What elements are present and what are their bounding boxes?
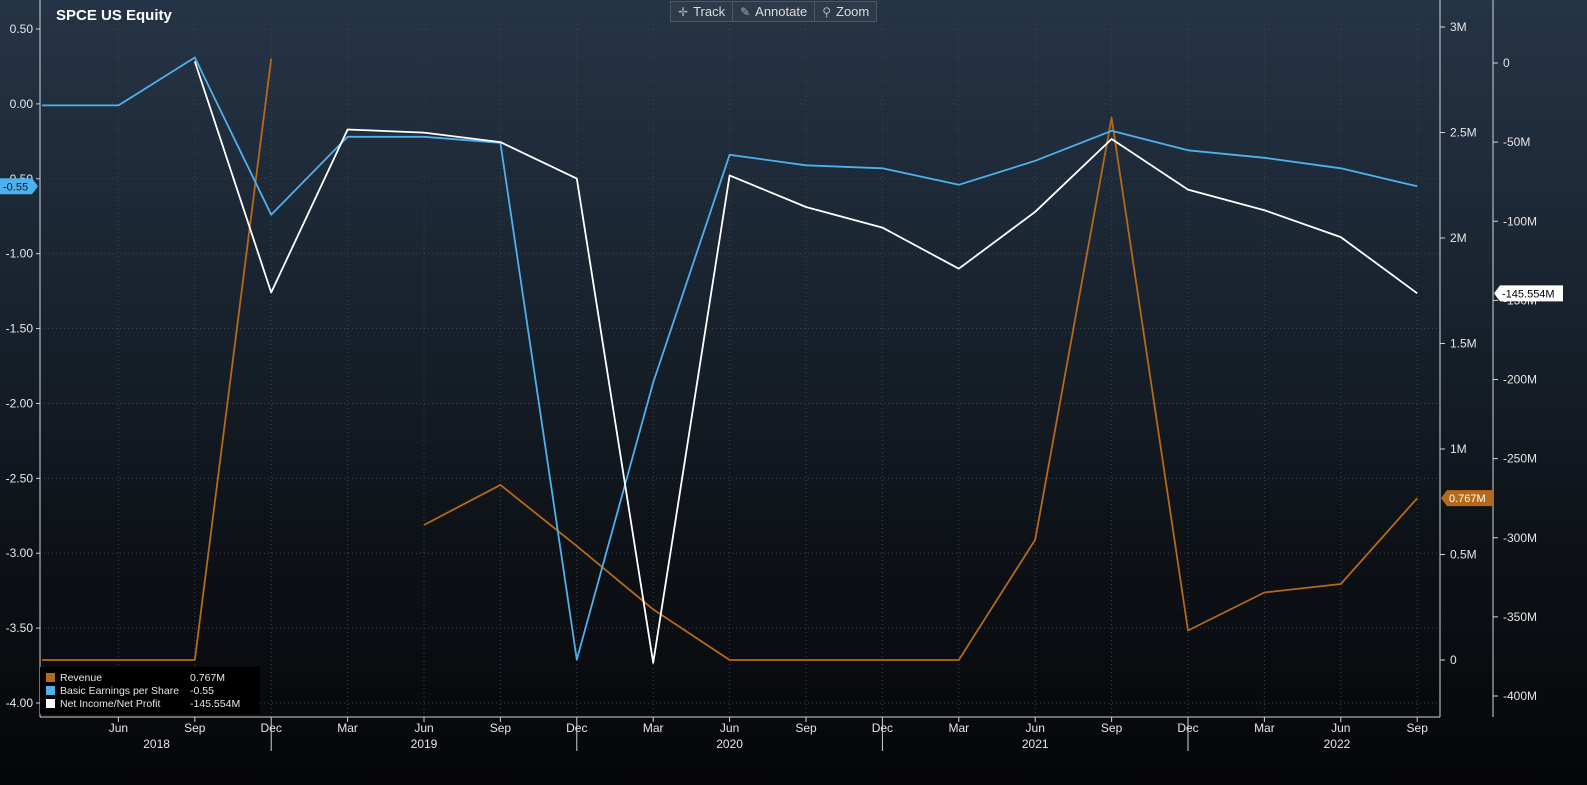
track-button[interactable]: ✛ Track <box>671 2 734 21</box>
x-axis-tick-label: Jun <box>1331 721 1350 735</box>
right-axis-2-tick-label: -100M <box>1503 214 1537 228</box>
x-axis-tick-label: Jun <box>720 721 739 735</box>
right-axis-2-tick-label: -50M <box>1503 135 1530 149</box>
x-axis-tick-label: Mar <box>643 721 664 735</box>
year-label: 2018 <box>143 737 170 751</box>
annotate-label: Annotate <box>755 4 808 19</box>
revenue-last-value-tag <box>1441 490 1493 507</box>
right-axis-1-tick-label: 1M <box>1450 442 1467 456</box>
right-axis-1-tick-label: 0.5M <box>1450 548 1477 562</box>
right-axis-2-tick-label: -350M <box>1503 610 1537 624</box>
legend-name: Net Income/Net Profit <box>60 697 161 710</box>
revenue-line <box>42 58 1418 661</box>
left-axis-tick-label: -2.00 <box>6 396 34 410</box>
left-axis-tick-label: -1.00 <box>6 247 34 261</box>
left-axis-tick-label: -3.50 <box>6 621 34 635</box>
legend-name: Revenue <box>60 671 103 684</box>
eps-last-value-tag <box>0 178 38 195</box>
right-axis-1-tick-label: 2M <box>1450 231 1467 245</box>
x-axis-tick-label: Sep <box>795 721 817 735</box>
legend-swatch-revenue <box>46 673 55 682</box>
legend-name: Basic Earnings per Share <box>60 684 180 697</box>
legend-value: 0.767M <box>190 671 226 684</box>
left-axis-tick-label: -2.50 <box>6 471 34 485</box>
year-label: 2022 <box>1324 737 1351 751</box>
right-axis-2-tick-label: 0 <box>1503 56 1510 70</box>
chart-title: SPCE US Equity <box>56 7 172 24</box>
x-axis-tick-label: Mar <box>948 721 969 735</box>
track-label: Track <box>693 4 726 19</box>
right-axis-2-tick-label: -200M <box>1503 373 1537 387</box>
left-axis-tick-label: -4.00 <box>6 696 34 710</box>
eps-last-value-label: -0.55 <box>3 181 28 193</box>
x-axis-tick-label: Jun <box>109 721 128 735</box>
year-label: 2019 <box>411 737 438 751</box>
legend-item[interactable]: Net Income/Net Profit -145.554M <box>46 697 254 710</box>
x-axis-tick-label: Sep <box>1101 721 1123 735</box>
x-axis-tick-label: Mar <box>1254 721 1275 735</box>
right-axis-2-tick-label: -300M <box>1503 531 1537 545</box>
net-income-last-value-tag <box>1494 285 1563 302</box>
zoom-label: Zoom <box>836 4 870 19</box>
right-axis-1-tick-label: 3M <box>1450 20 1467 34</box>
year-label: 2021 <box>1022 737 1049 751</box>
x-axis-tick-label: Jun <box>1026 721 1045 735</box>
left-axis-tick-label: 0.50 <box>10 22 34 36</box>
right-axis-2-tick-label: -250M <box>1503 452 1537 466</box>
legend-value: -0.55 <box>190 684 214 697</box>
legend-swatch-eps <box>46 686 55 695</box>
pencil-icon: ✎ <box>740 4 751 19</box>
right-axis-1-tick-label: 1.5M <box>1450 337 1477 351</box>
legend-swatch-net-income <box>46 699 55 708</box>
x-axis-tick-label: Sep <box>490 721 512 735</box>
x-axis-tick-label: Sep <box>184 721 206 735</box>
zoom-button[interactable]: ⚲ Zoom <box>815 2 876 21</box>
left-axis-tick-label: -3.00 <box>6 546 34 560</box>
chart-toolbar: ✛ Track ✎ Annotate ⚲ Zoom <box>670 1 878 22</box>
right-axis-1-tick-label: 0 <box>1450 653 1457 667</box>
legend-value: -145.554M <box>190 697 241 710</box>
x-axis-tick-label: Sep <box>1407 721 1429 735</box>
x-axis-tick-label: Jun <box>414 721 433 735</box>
right-axis-2-tick-label: -400M <box>1503 689 1537 703</box>
legend-item[interactable]: Basic Earnings per Share -0.55 <box>46 684 254 697</box>
annotate-button[interactable]: ✎ Annotate <box>733 2 816 21</box>
net-income-last-value-label: -145.554M <box>1502 288 1555 300</box>
right-axis-1-tick-label: 2.5M <box>1450 126 1477 140</box>
net-income-line <box>193 61 1418 664</box>
left-axis-tick-label: -1.50 <box>6 322 34 336</box>
legend-item[interactable]: Revenue 0.767M <box>46 671 254 684</box>
chart-legend: Revenue 0.767M Basic Earnings per Share … <box>40 667 260 714</box>
year-label: 2020 <box>716 737 743 751</box>
eps-line <box>42 56 1418 661</box>
revenue-last-value-label: 0.767M <box>1449 493 1486 505</box>
left-axis-tick-label: 0.00 <box>10 97 34 111</box>
magnifier-icon: ⚲ <box>822 4 831 19</box>
x-axis-tick-label: Mar <box>337 721 358 735</box>
crosshair-icon: ✛ <box>678 4 689 19</box>
